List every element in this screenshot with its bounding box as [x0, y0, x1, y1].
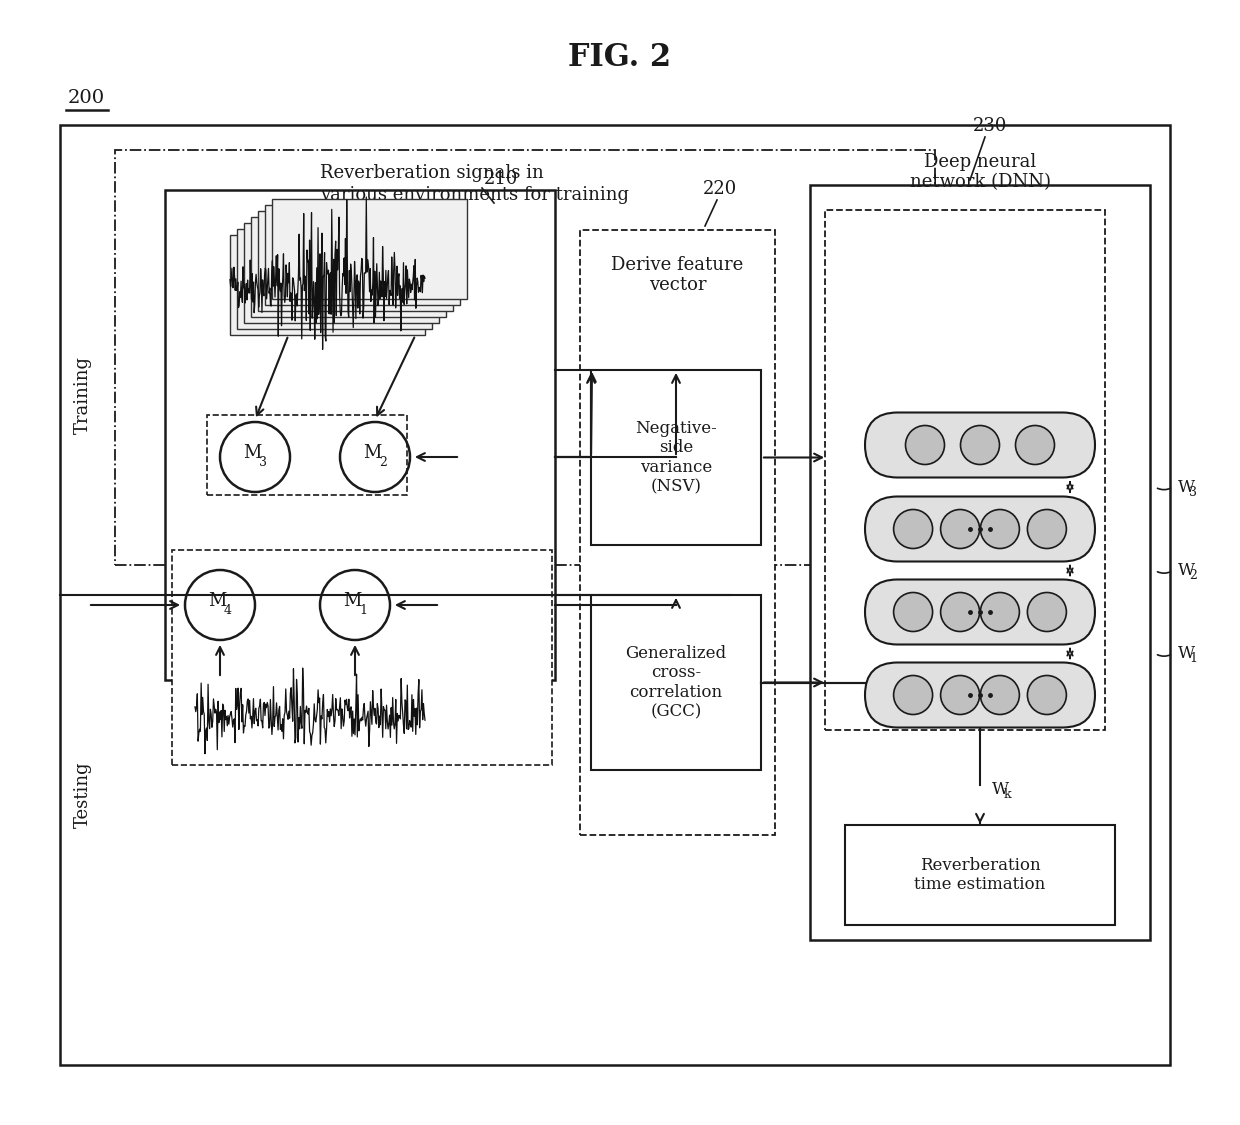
Bar [591, 595, 761, 770]
FancyBboxPatch shape [866, 579, 1095, 645]
Text: Deep neural
network (DNN): Deep neural network (DNN) [909, 153, 1050, 191]
Bar [172, 550, 552, 765]
Text: 200: 200 [68, 89, 105, 107]
Text: W: W [992, 781, 1009, 798]
Bar [258, 212, 453, 310]
Text: 1: 1 [1189, 652, 1197, 665]
Circle shape [1028, 675, 1066, 714]
Bar [265, 205, 460, 305]
Bar [165, 190, 556, 680]
Text: 210: 210 [484, 170, 518, 188]
Circle shape [1028, 510, 1066, 549]
Text: FIG. 2: FIG. 2 [568, 42, 672, 72]
Text: M: M [208, 592, 226, 610]
Text: Generalized
cross-
correlation
(GCC): Generalized cross- correlation (GCC) [625, 645, 727, 720]
Text: Negative-
side
variance
(NSV): Negative- side variance (NSV) [635, 420, 717, 495]
Circle shape [961, 425, 999, 465]
Circle shape [1016, 425, 1054, 465]
Circle shape [941, 510, 980, 549]
Text: 2: 2 [379, 456, 387, 468]
FancyBboxPatch shape [866, 496, 1095, 561]
Bar [207, 415, 407, 495]
FancyBboxPatch shape [866, 413, 1095, 477]
Text: Reverberation
time estimation: Reverberation time estimation [914, 857, 1045, 893]
Text: 2: 2 [1189, 569, 1197, 582]
Bar [580, 229, 775, 835]
Circle shape [894, 510, 932, 549]
Circle shape [941, 593, 980, 631]
Bar [60, 125, 1171, 1065]
Bar [591, 370, 761, 544]
Bar [115, 150, 935, 565]
Circle shape [894, 593, 932, 631]
Text: various environments for training: various environments for training [320, 186, 629, 204]
Text: M: M [363, 444, 381, 462]
Text: M: M [243, 444, 262, 462]
Circle shape [941, 675, 980, 714]
Text: W: W [1178, 645, 1195, 662]
Bar [844, 825, 1115, 925]
Text: 220: 220 [703, 180, 737, 198]
Bar [229, 235, 425, 335]
Circle shape [1028, 593, 1066, 631]
Text: Derive feature
vector: Derive feature vector [611, 255, 744, 295]
Text: 4: 4 [224, 603, 232, 616]
Text: Testing: Testing [74, 762, 92, 828]
Text: W: W [1178, 562, 1195, 579]
Text: 3: 3 [1189, 486, 1197, 498]
Bar [237, 229, 432, 328]
Bar [244, 223, 439, 323]
Circle shape [981, 593, 1019, 631]
Text: 1: 1 [360, 603, 367, 616]
Circle shape [981, 675, 1019, 714]
Bar [250, 217, 446, 317]
Text: 3: 3 [259, 456, 267, 468]
Circle shape [894, 675, 932, 714]
Bar [825, 210, 1105, 730]
Circle shape [981, 510, 1019, 549]
Circle shape [905, 425, 945, 465]
Text: M: M [342, 592, 361, 610]
Bar [810, 184, 1149, 940]
Bar [272, 199, 467, 299]
Text: Reverberation signals in: Reverberation signals in [320, 164, 544, 182]
Text: Training: Training [74, 356, 92, 434]
FancyBboxPatch shape [866, 663, 1095, 728]
Text: W: W [1178, 478, 1195, 495]
Text: 230: 230 [973, 117, 1007, 135]
Text: k: k [1004, 789, 1012, 801]
